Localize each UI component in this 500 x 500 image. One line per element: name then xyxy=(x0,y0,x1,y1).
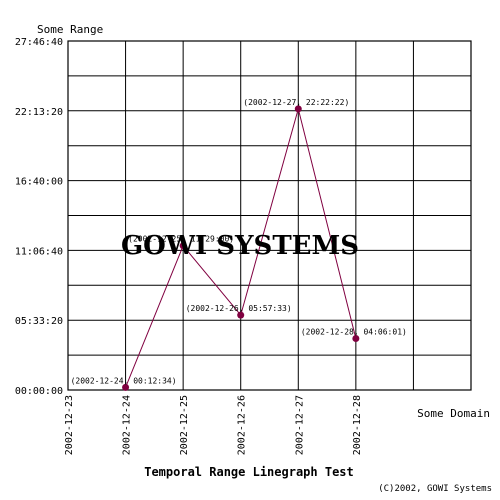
y-tick-label: 22:13:20 xyxy=(15,107,63,118)
y-tick-label: 00:00:00 xyxy=(15,386,63,397)
x-tick-label: 2002-12-24 xyxy=(122,395,133,455)
x-tick-label: 2002-12-27 xyxy=(294,395,305,455)
x-tick-label: 2002-12-23 xyxy=(64,395,75,455)
data-point-label: (2002-12-28, 04:06:01) xyxy=(301,327,407,336)
data-point xyxy=(352,334,360,342)
x-axis-ticks: 2002-12-23 2002-12-24 2002-12-25 2002-12-26… xyxy=(64,395,363,455)
data-point-label: (2002-12-25, 11:29:00) xyxy=(128,235,234,244)
watermark-logo: GOWI SYSTEMS xyxy=(121,231,359,261)
data-point xyxy=(294,105,302,113)
data-point xyxy=(179,242,187,250)
y-tick-label: 05:33:20 xyxy=(15,316,63,327)
x-tick-label: 2002-12-25 xyxy=(179,395,190,455)
y-axis-ticks: 00:00:00 05:33:20 11:06:40 16:40:00 22:13:20… xyxy=(15,37,63,397)
data-point-label: (2002-12-27, 22:22:22) xyxy=(243,98,349,107)
data-point xyxy=(237,311,245,319)
y-axis-label: Some Range xyxy=(37,23,103,36)
y-tick-label: 11:06:40 xyxy=(15,246,63,257)
data-point-label: (2002-12-26, 05:57:33) xyxy=(186,304,292,313)
data-point xyxy=(122,383,130,391)
chart-title: Temporal Range Linegraph Test xyxy=(144,465,354,479)
copyright-text: (C)2002, GOWI Systems xyxy=(378,484,492,494)
series-group: (2002-12-24, 00:12:34) (2002-12-25, 11:29… xyxy=(71,98,407,391)
x-tick-label: 2002-12-26 xyxy=(237,395,248,455)
x-axis-label: Some Domain xyxy=(417,407,490,420)
data-point-label: (2002-12-24, 00:12:34) xyxy=(71,376,177,385)
y-tick-label: 27:46:40 xyxy=(15,37,63,48)
grid xyxy=(67,40,472,391)
y-tick-label: 16:40:00 xyxy=(15,177,63,188)
x-tick-label: 2002-12-28 xyxy=(352,395,363,455)
plot-frame xyxy=(67,40,472,391)
